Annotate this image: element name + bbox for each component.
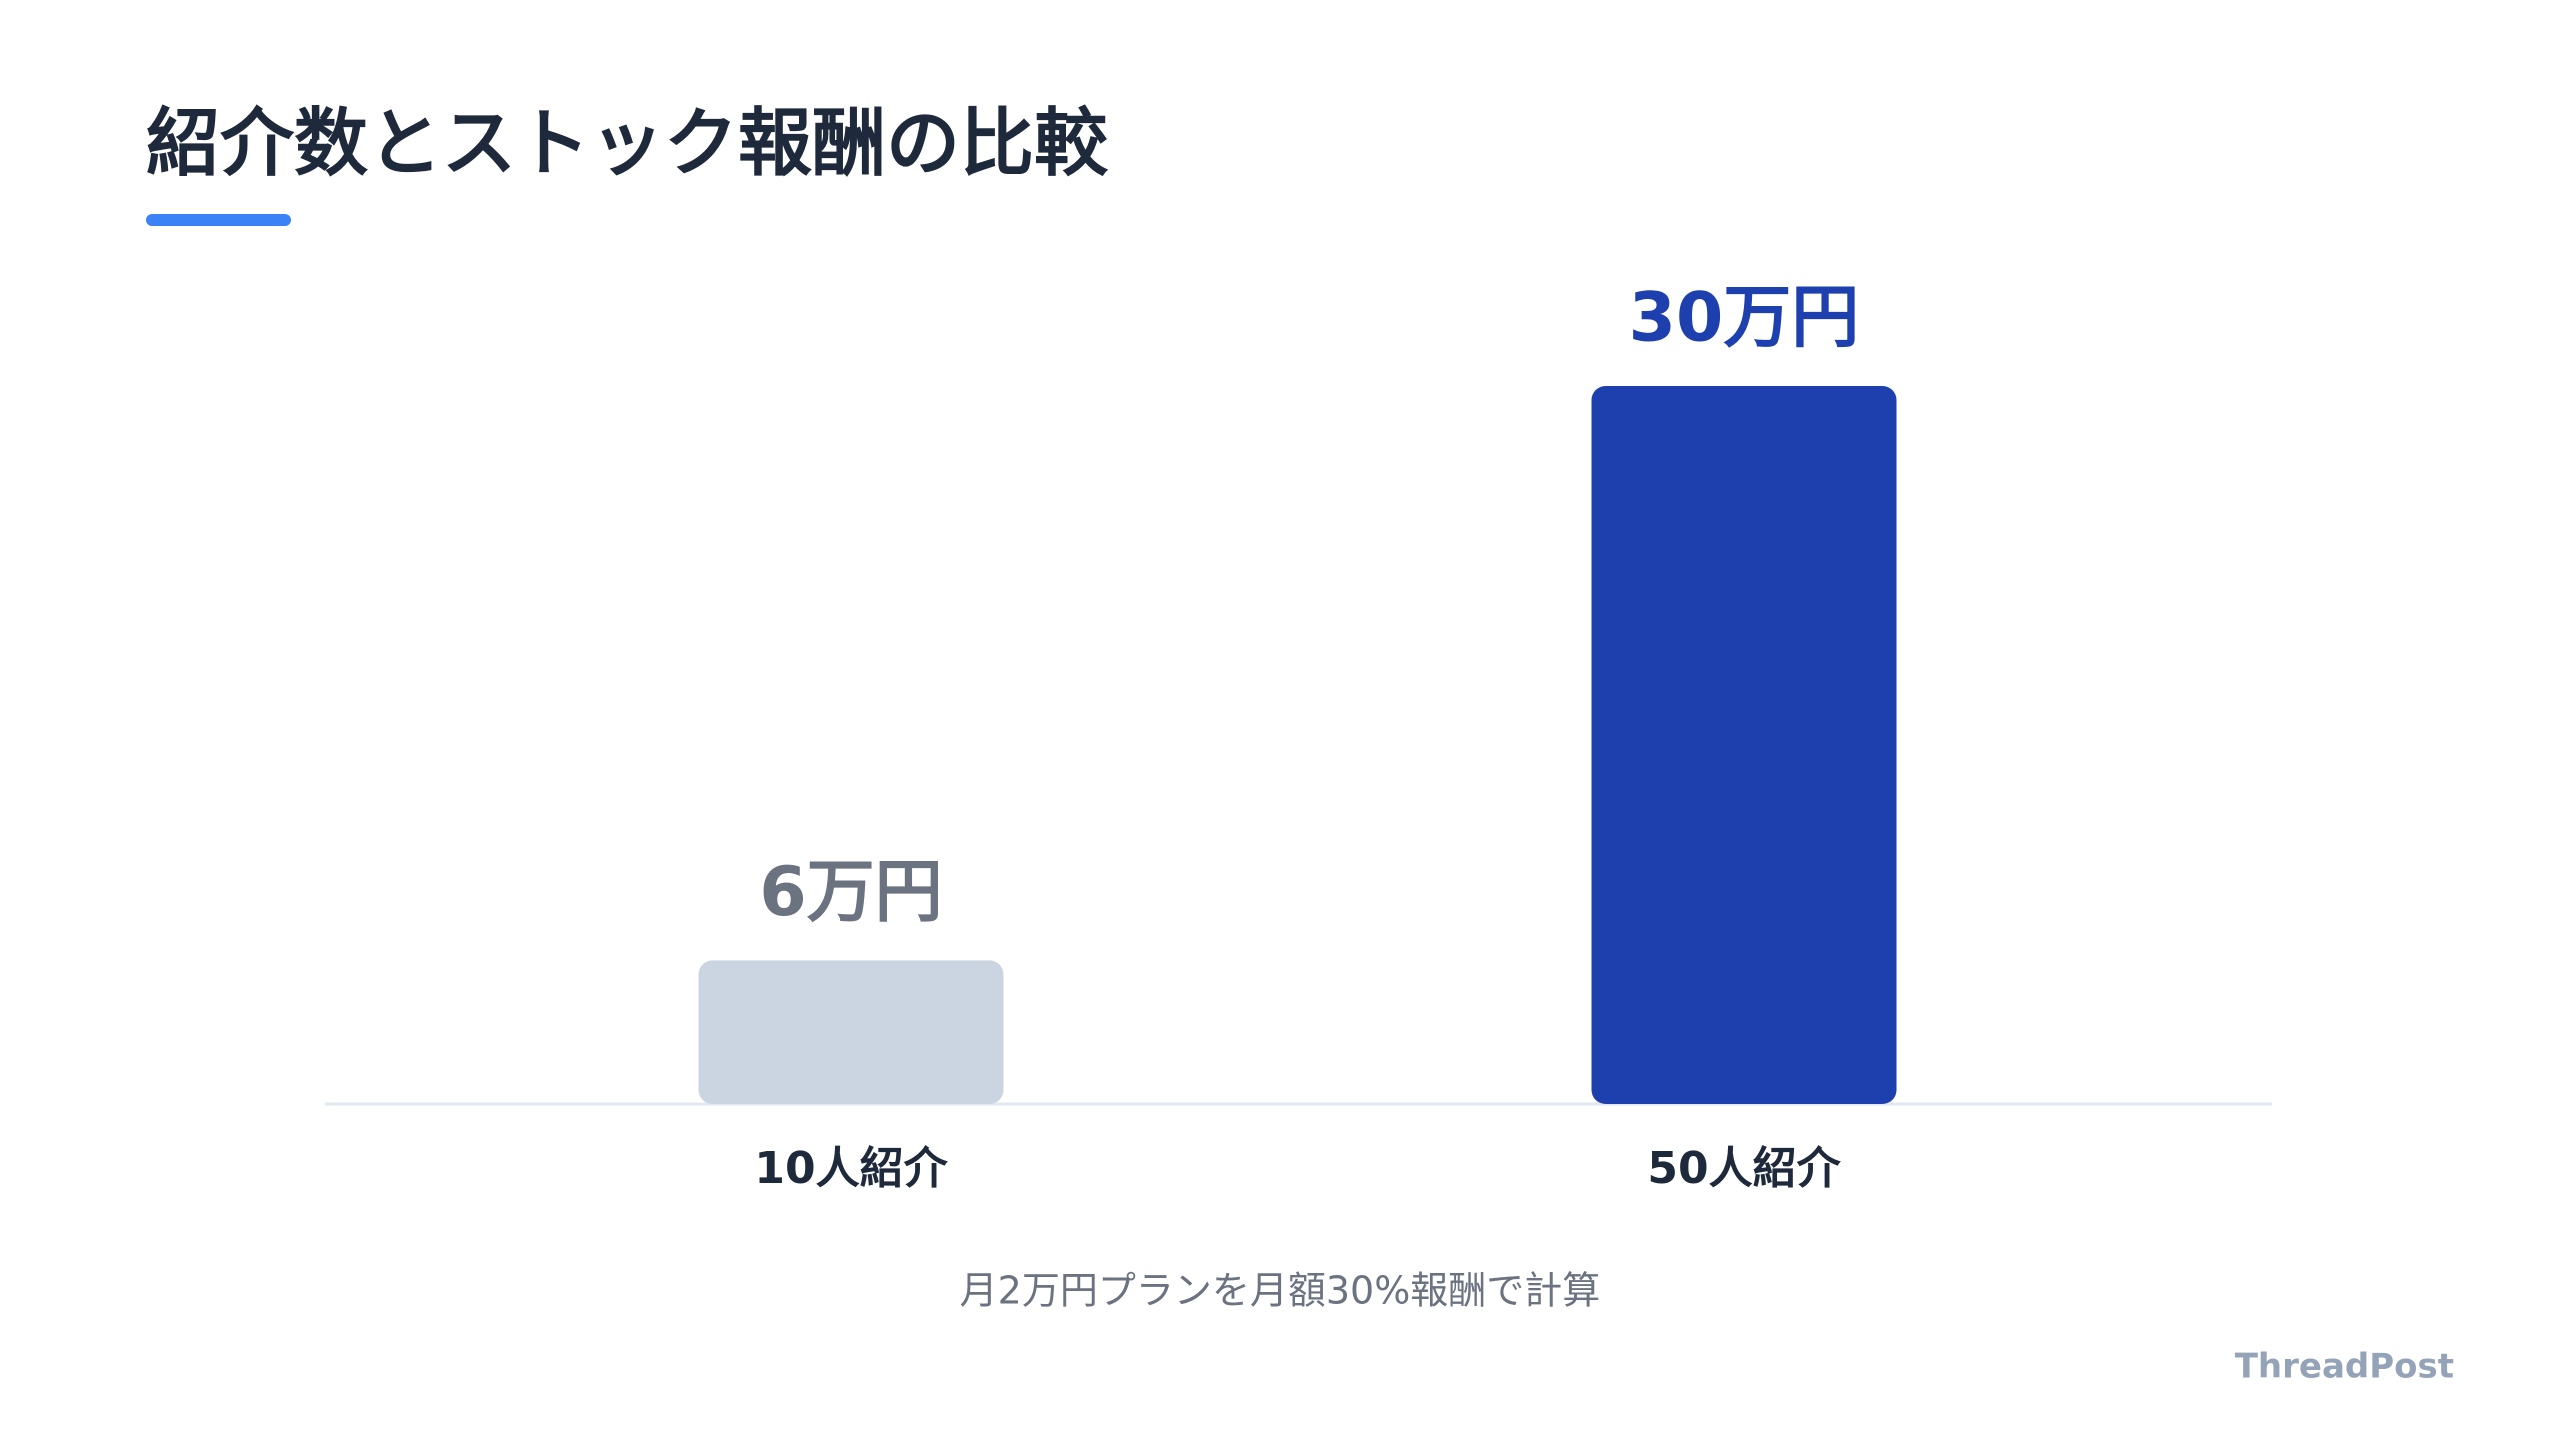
bar <box>1591 386 1897 1104</box>
x-tick-label: 50人紹介 <box>1647 1143 1841 1194</box>
chart-title: 紹介数とストック報酬の比較 <box>146 101 1109 187</box>
x-tick-label: 10人紹介 <box>754 1143 948 1194</box>
title-underline <box>146 214 291 226</box>
footnote: 月2万円プランを月額30%報酬で計算 <box>960 1269 1601 1313</box>
value-label: 30万円 <box>1629 279 1860 358</box>
brand: ThreadPost <box>2235 1347 2454 1387</box>
value-label: 6万円 <box>759 853 942 932</box>
bar <box>698 960 1004 1104</box>
